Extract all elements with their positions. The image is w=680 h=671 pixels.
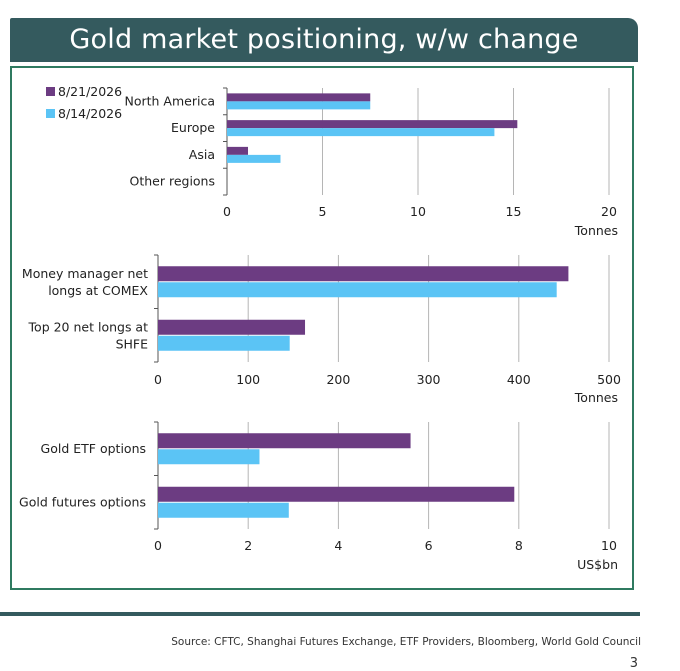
- axis-label: US$bn: [577, 557, 618, 572]
- tick-label: 15: [506, 204, 522, 219]
- tick-label: 6: [425, 538, 433, 553]
- bar-previous: [227, 101, 371, 110]
- tick-label: 10: [410, 204, 426, 219]
- bar-previous: [158, 502, 289, 518]
- bar-previous: [158, 282, 557, 298]
- category-label: North America: [125, 93, 216, 108]
- bar-current: [158, 486, 515, 502]
- tick-label: 2: [244, 538, 252, 553]
- tick-label: 8: [515, 538, 523, 553]
- legend-label: 8/14/2026: [58, 106, 122, 121]
- tick-label: 10: [601, 538, 617, 553]
- bar-current: [227, 120, 518, 129]
- tick-label: 400: [507, 372, 531, 387]
- bar-current: [158, 433, 411, 449]
- bar-previous: [158, 335, 290, 351]
- chart-frame: [10, 66, 634, 590]
- legend-swatch: [46, 109, 55, 118]
- footer-rule: [0, 612, 640, 616]
- legend-label: 8/21/2026: [58, 84, 122, 99]
- category-label: Asia: [189, 147, 215, 162]
- charts-area: North America Europe Asia Other regions 0 5 10…: [19, 84, 621, 572]
- tick-label: 200: [326, 372, 350, 387]
- tick-label: 0: [223, 204, 231, 219]
- tick-label: 0: [154, 372, 162, 387]
- page-number: 3: [629, 656, 638, 671]
- category-label: Gold futures options: [19, 494, 146, 509]
- bar-current: [227, 146, 249, 155]
- bar-current: [158, 266, 569, 282]
- source-note: Source: CFTC, Shanghai Futures Exchange,…: [171, 636, 641, 648]
- tick-label: 100: [236, 372, 260, 387]
- category-label: Gold ETF options: [41, 441, 146, 456]
- tick-label: 500: [597, 372, 621, 387]
- category-label: Europe: [171, 120, 215, 135]
- category-label: Other regions: [129, 174, 215, 189]
- bar-current: [227, 93, 371, 102]
- axis-label: Tonnes: [574, 223, 618, 238]
- bar-current: [158, 319, 306, 335]
- axis-label: Tonnes: [574, 390, 618, 405]
- tick-label: 300: [417, 372, 441, 387]
- category-label: Money manager net longs at COMEX: [22, 266, 149, 298]
- tick-label: 20: [601, 204, 617, 219]
- category-label: Top 20 net longs at SHFE: [28, 319, 149, 351]
- bar-previous: [227, 128, 495, 137]
- tick-label: 4: [334, 538, 342, 553]
- tick-label: 0: [154, 538, 162, 553]
- bar-previous: [227, 154, 281, 163]
- page-title: Gold market positioning, w/w change: [10, 18, 638, 62]
- tick-label: 5: [319, 204, 327, 219]
- legend-swatch: [46, 87, 55, 96]
- bar-previous: [158, 449, 260, 465]
